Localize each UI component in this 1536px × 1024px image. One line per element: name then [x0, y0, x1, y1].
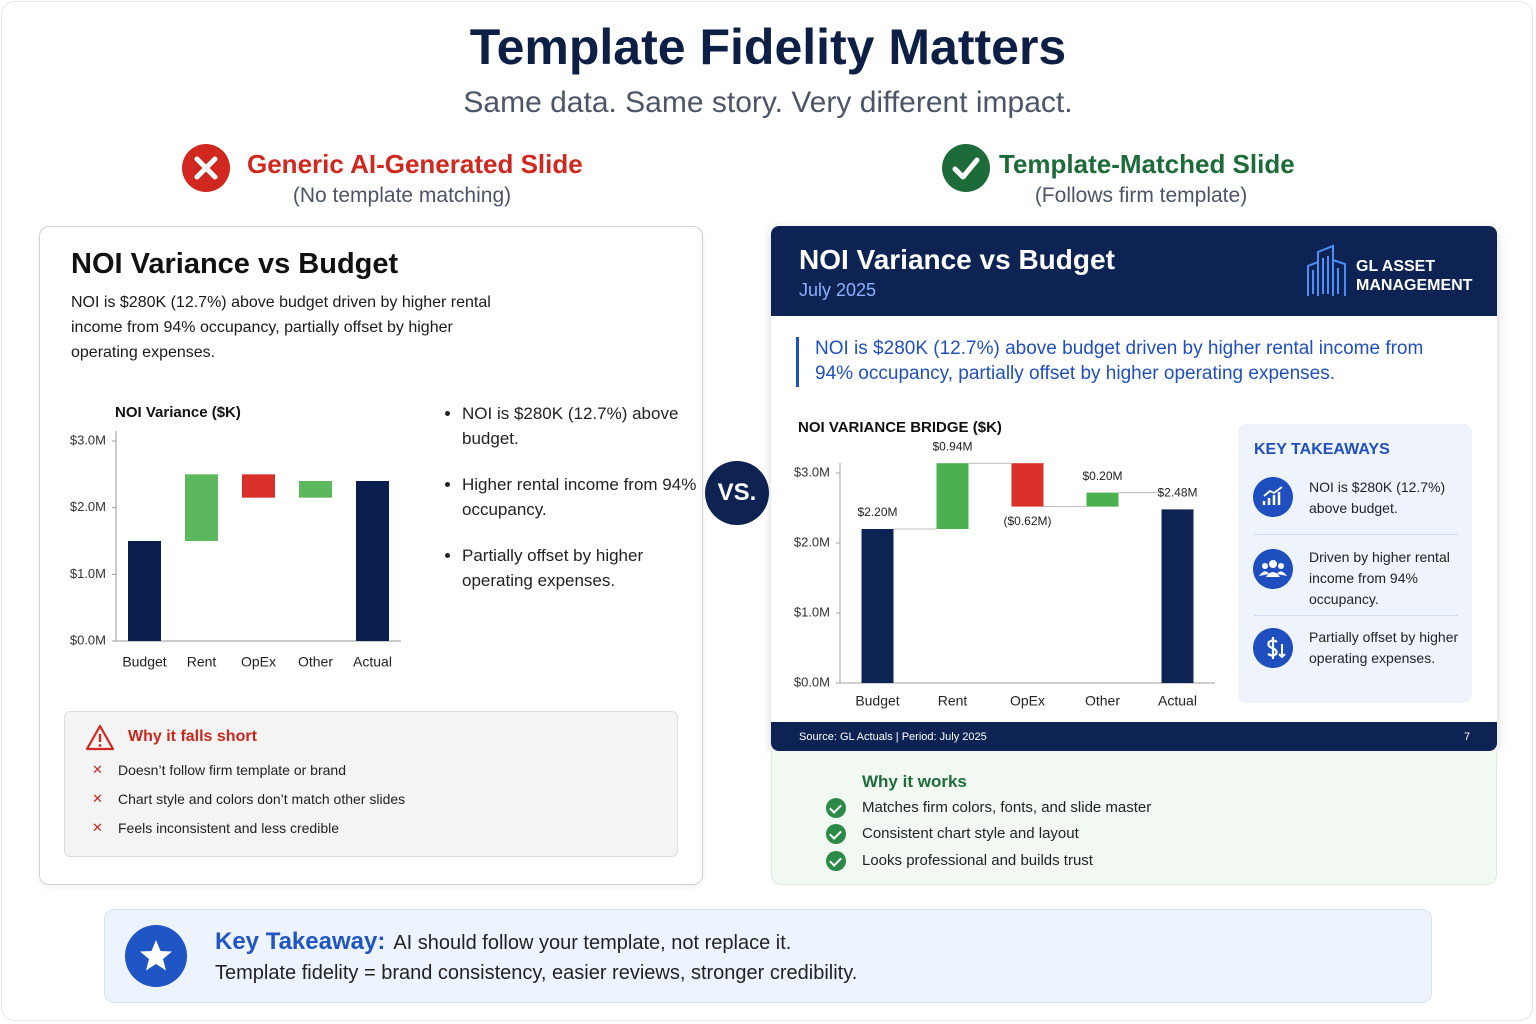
value-label: ($0.62M) [1003, 514, 1051, 528]
x-tick-label: Budget [122, 654, 166, 670]
check-badge [942, 144, 990, 192]
x-tick-label: Actual [353, 654, 392, 670]
value-label: $0.20M [1082, 469, 1122, 483]
x-tick-label: Other [298, 654, 333, 670]
bar [936, 463, 969, 529]
takeaway-text: AI should follow your template, not repl… [393, 932, 792, 954]
x-tick-label: Other [1085, 693, 1120, 709]
takeaway: NOI is $280K (12.7%) above budget. [1309, 479, 1446, 516]
value-label: $2.20M [857, 505, 897, 519]
y-tick-label: $3.0M [70, 432, 106, 447]
dollar-icon [1253, 628, 1293, 668]
waterfall-chart: NOI VARIANCE BRIDGE ($K) $0.0M $1.0M $2.0M $… [794, 419, 1215, 709]
vs-badge: VS. [705, 461, 769, 525]
bullet: NOI is $280K (12.7%) above budget. [462, 401, 702, 451]
why-title: Why it works [862, 772, 967, 791]
brand-name: MANAGEMENT [1356, 277, 1473, 294]
takeaway: Partially offset by higher operating exp… [1309, 629, 1459, 666]
slide-title: NOI Variance vs Budget [799, 244, 1115, 275]
warning-icon [85, 724, 115, 751]
why-item: Matches firm colors, fonts, and slide ma… [825, 798, 1152, 818]
why-item: Doesn’t follow firm template or brand [92, 762, 346, 778]
x-tick-label: OpEx [1010, 693, 1045, 709]
chart-icon [1253, 477, 1293, 517]
takeaway-label: Key Takeaway: [215, 928, 386, 955]
source-note: Source: GL Actuals | Period: July 2025 [799, 731, 987, 743]
y-tick-label: $0.0M [70, 632, 106, 647]
page-subtitle: Same data. Same story. Very different im… [463, 86, 1073, 119]
waterfall-chart: NOI Variance ($K) $0.0M $1.0M $2.0M $3.0M Bud… [70, 404, 401, 670]
takeaways-title: KEY TAKEAWAYS [1254, 441, 1390, 458]
people-icon [1253, 549, 1293, 589]
takeaway: Driven by higher rental income from 94% … [1309, 549, 1450, 607]
chart-title: NOI VARIANCE BRIDGE ($K) [798, 419, 1002, 436]
bar [1086, 492, 1119, 507]
bullet-list: NOI is $280K (12.7%) above budget. Highe… [440, 401, 702, 614]
y-tick-label: $1.0M [70, 566, 106, 581]
left-note: (No template matching) [292, 184, 512, 207]
why-item: Feels inconsistent and less credible [92, 820, 339, 836]
slide-title: NOI Variance vs Budget [71, 248, 399, 280]
star-icon [125, 925, 187, 987]
why-item: Consistent chart style and layout [826, 824, 1079, 844]
bar [1161, 509, 1194, 683]
why-item: Looks professional and builds trust [826, 851, 1093, 871]
value-label: $2.48M [1157, 486, 1197, 500]
x-badge [182, 144, 230, 192]
slide-header [771, 226, 1497, 316]
y-tick-label: $2.0M [794, 534, 830, 549]
y-tick-label: $0.0M [794, 674, 830, 689]
y-tick-label: $3.0M [794, 464, 830, 479]
takeaway-line: Key Takeaway: AI should follow your templ… [215, 928, 791, 956]
logo-icon [1307, 244, 1346, 296]
accent-bar [796, 337, 799, 387]
bar [299, 481, 332, 498]
page-number: 7 [1464, 731, 1471, 743]
page-title: Template Fidelity Matters [469, 19, 1067, 75]
bullet: Higher rental income from 94% occupancy. [462, 472, 702, 522]
right-label: Template-Matched Slide [999, 149, 1295, 179]
y-tick-label: $2.0M [70, 499, 106, 514]
brand-name: GL ASSET [1356, 258, 1436, 275]
bar [128, 541, 161, 641]
x-tick-label: Rent [938, 693, 968, 709]
bar [185, 474, 218, 541]
y-tick-label: $1.0M [794, 604, 830, 619]
key-takeaway-box [104, 909, 1432, 1003]
bar [356, 481, 389, 641]
x-tick-label: Rent [187, 654, 217, 670]
right-note: (Follows firm template) [1034, 184, 1248, 207]
divider [1254, 534, 1458, 535]
takeaway-line: Template fidelity = brand consistency, e… [215, 962, 858, 984]
left-label: Generic AI-Generated Slide [247, 149, 583, 179]
slide-summary: NOI is $280K (12.7%) above budget driven… [71, 294, 491, 361]
value-label: $0.94M [932, 439, 972, 453]
slide-footer [771, 722, 1497, 751]
divider [1254, 615, 1458, 616]
slide-summary: NOI is $280K (12.7%) above budget driven… [815, 338, 1424, 384]
x-tick-label: OpEx [241, 654, 276, 670]
why-item: Chart style and colors don’t match other… [92, 791, 405, 807]
x-tick-label: Actual [1158, 693, 1197, 709]
why-title: Why it falls short [128, 728, 257, 745]
x-tick-label: Budget [855, 693, 899, 709]
bar [1011, 463, 1044, 507]
chart-title: NOI Variance ($K) [115, 404, 241, 421]
bar [242, 474, 275, 498]
bar [861, 529, 894, 683]
bullet: Partially offset by higher operating exp… [462, 543, 702, 593]
slide-date: July 2025 [799, 280, 877, 300]
